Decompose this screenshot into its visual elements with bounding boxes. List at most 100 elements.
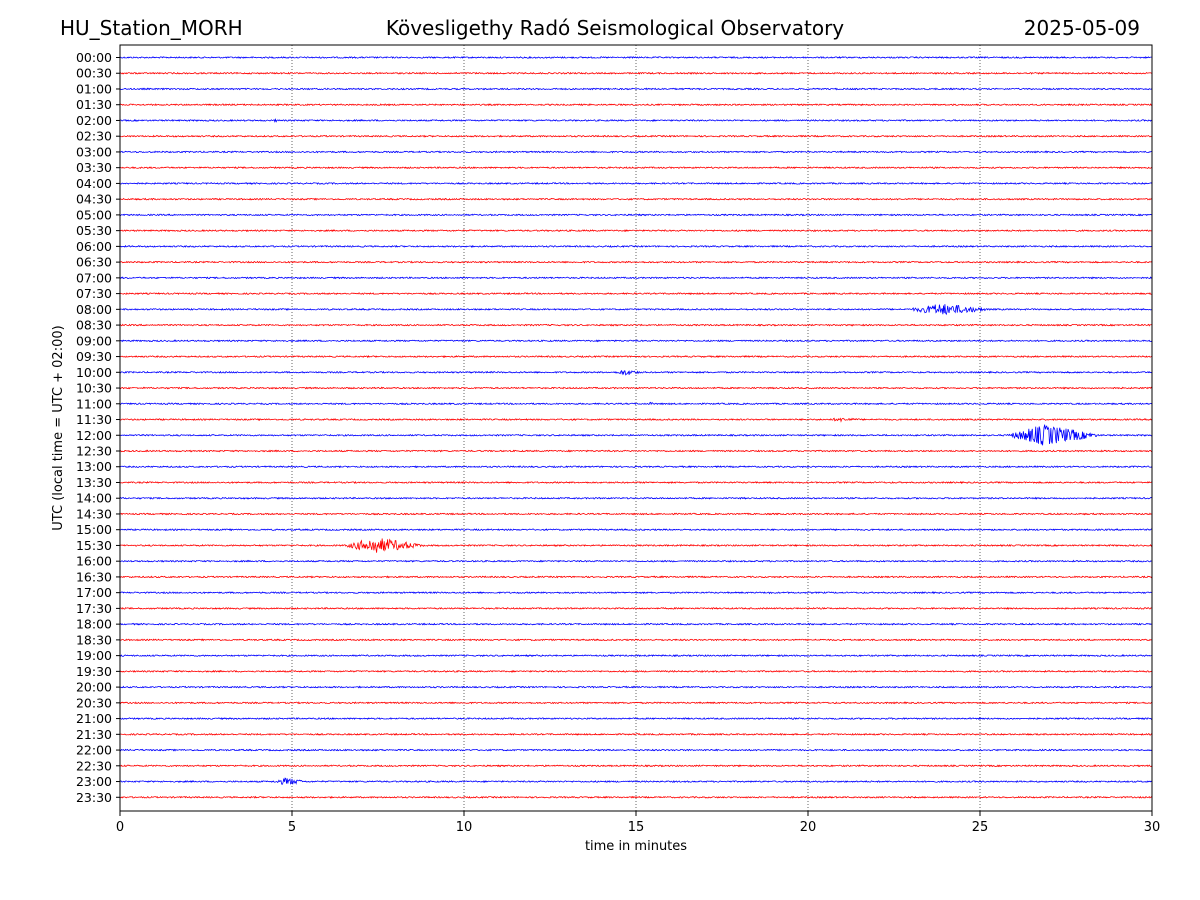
seismic-trace	[119, 777, 1153, 785]
y-tick-label: 07:00	[76, 270, 112, 285]
y-tick-label: 02:30	[76, 129, 112, 144]
y-tick-label: 21:30	[76, 727, 112, 742]
y-tick-label: 03:00	[76, 144, 112, 159]
seismic-traces	[119, 55, 1153, 799]
seismic-trace	[119, 369, 1153, 376]
seismic-trace	[119, 528, 1153, 532]
seismic-trace	[119, 229, 1153, 233]
seismic-trace	[119, 449, 1153, 453]
y-tick-label: 16:00	[76, 554, 112, 569]
seismic-trace	[119, 55, 1153, 59]
seismic-trace	[119, 276, 1153, 280]
seismic-trace	[119, 717, 1153, 721]
seismic-trace	[119, 748, 1153, 752]
grid-lines	[291, 45, 981, 811]
seismic-trace	[119, 638, 1153, 642]
y-tick-label: 20:00	[76, 680, 112, 695]
y-tick-label: 23:00	[76, 774, 112, 789]
seismic-trace	[119, 480, 1153, 485]
y-tick-label: 19:30	[76, 664, 112, 679]
y-tick-label: 05:30	[76, 223, 112, 238]
seismic-trace	[119, 701, 1153, 705]
y-tick-label: 08:30	[76, 318, 112, 333]
seismic-trace	[119, 559, 1153, 563]
x-tick-label: 10	[456, 820, 473, 835]
seismic-trace	[119, 355, 1153, 359]
observatory-title: Kövesligethy Radó Seismological Observat…	[385, 16, 845, 40]
y-tick-label: 22:30	[76, 758, 112, 773]
seismic-trace	[119, 795, 1153, 799]
seismic-trace	[119, 134, 1153, 138]
y-tick-label: 12:30	[76, 444, 112, 459]
y-tick-label: 11:30	[76, 412, 112, 427]
y-tick-label: 15:30	[76, 538, 112, 553]
y-tick-label: 06:00	[76, 239, 112, 254]
y-tick-label: 14:00	[76, 491, 112, 506]
seismic-trace	[119, 213, 1153, 217]
y-tick-label: 03:30	[76, 160, 112, 175]
y-tick-label: 09:30	[76, 349, 112, 364]
y-tick-label: 13:00	[76, 459, 112, 474]
x-axis-label: time in minutes	[585, 839, 687, 854]
seismic-trace	[119, 150, 1153, 154]
seismic-trace	[119, 117, 1153, 123]
seismic-trace	[119, 386, 1153, 390]
y-tick-label: 07:30	[76, 286, 112, 301]
y-tick-label: 10:00	[76, 365, 112, 380]
y-tick-label: 17:30	[76, 601, 112, 616]
y-tick-label: 08:00	[76, 302, 112, 317]
y-tick-label: 21:00	[76, 711, 112, 726]
seismic-trace	[119, 244, 1153, 248]
seismic-trace	[119, 764, 1153, 768]
seismic-trace	[119, 591, 1153, 595]
seismic-trace	[119, 181, 1153, 185]
x-tick-label: 25	[972, 820, 989, 835]
y-tick-label: 17:00	[76, 585, 112, 600]
y-tick-label: 11:00	[76, 396, 112, 411]
seismic-trace	[119, 538, 1153, 553]
seismic-trace	[119, 71, 1153, 75]
y-tick-label: 20:30	[76, 695, 112, 710]
seismic-trace	[119, 166, 1153, 170]
seismic-trace	[119, 424, 1153, 446]
seismic-trace	[119, 512, 1153, 516]
y-tick-label: 23:30	[76, 790, 112, 805]
station-name: HU_Station_MORH	[60, 16, 243, 40]
seismic-trace	[119, 304, 1153, 316]
seismic-trace	[119, 685, 1153, 689]
y-tick-label: 18:00	[76, 617, 112, 632]
seismic-trace	[119, 465, 1153, 469]
x-tick-label: 5	[288, 820, 296, 835]
y-tick-label: 09:00	[76, 333, 112, 348]
plot-date: 2025-05-09	[1023, 16, 1140, 40]
seismic-trace	[119, 260, 1153, 264]
y-tick-label: 04:30	[76, 192, 112, 207]
y-tick-label: 00:00	[76, 50, 112, 65]
seismic-trace	[119, 606, 1153, 610]
y-tick-label: 19:00	[76, 648, 112, 663]
y-tick-label: 01:00	[76, 81, 112, 96]
x-tick-label: 20	[800, 820, 817, 835]
seismic-trace	[119, 575, 1153, 579]
x-tick-label: 0	[116, 820, 124, 835]
y-tick-label: 14:30	[76, 506, 112, 521]
x-axis-ticks: 0 5 10 15 20 25 30	[116, 811, 1160, 835]
y-tick-label: 12:00	[76, 428, 112, 443]
seismic-trace	[119, 496, 1153, 500]
seismic-trace	[119, 292, 1153, 296]
seismic-trace	[119, 339, 1153, 343]
seismic-trace	[119, 197, 1153, 201]
seismic-trace	[119, 103, 1153, 107]
x-tick-label: 15	[628, 820, 645, 835]
y-tick-label: 18:30	[76, 632, 112, 647]
y-tick-label: 22:00	[76, 743, 112, 758]
y-tick-label: 02:00	[76, 113, 112, 128]
seismic-trace	[119, 622, 1153, 626]
y-tick-label: 06:30	[76, 255, 112, 270]
y-tick-label: 16:30	[76, 569, 112, 584]
y-tick-label: 00:30	[76, 66, 112, 81]
seismic-trace	[119, 654, 1153, 658]
y-tick-label: 01:30	[76, 97, 112, 112]
seismic-trace	[119, 401, 1153, 406]
